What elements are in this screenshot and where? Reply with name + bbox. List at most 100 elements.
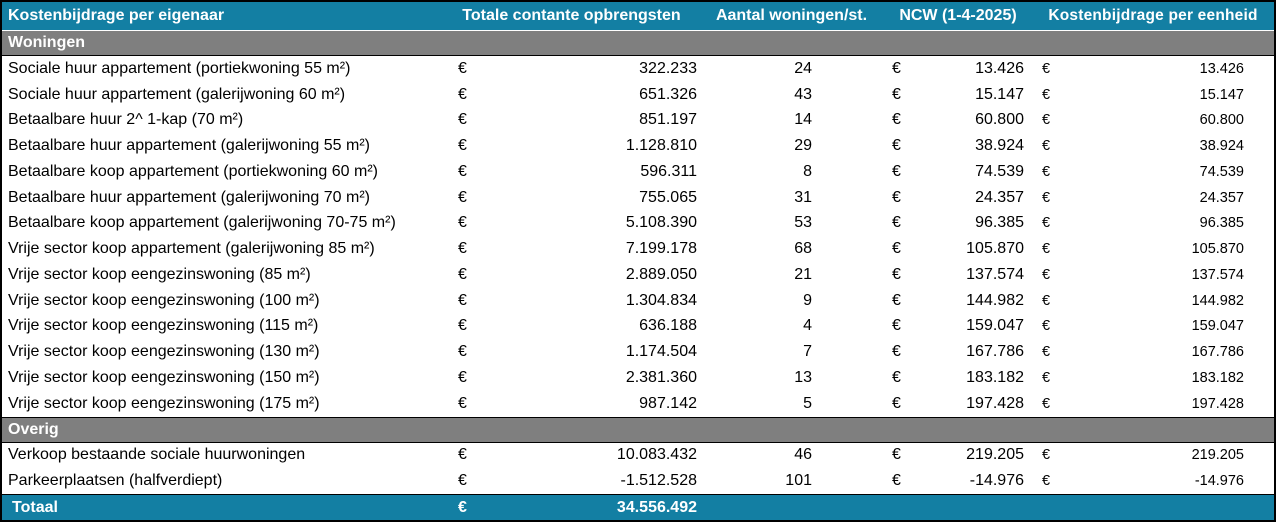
cell-aantal-woningen: 29 [794,137,812,155]
euro-sign: € [892,446,901,464]
row-label: Vrije sector koop appartement (galerijwo… [8,240,375,258]
cell-ncw: € -14.976 [884,472,1032,490]
amount-ncw: 74.539 [975,162,1024,180]
cell-totale-contante-opbrengsten: €2.381.360 [444,369,699,387]
table-body: Woningen Sociale huur appartement (portie… [2,30,1274,494]
header-ncw: NCW (1-4-2025) [899,7,1017,24]
total-label: Totaal [12,498,58,516]
header-aantal-woningen: Aantal woningen/st. [715,7,868,24]
row-label: Vrije sector koop eengezinswoning (130 m… [8,343,320,361]
section-label: Woningen [8,34,86,51]
amount-ncw: 15.147 [975,85,1024,103]
cell-aantal-woningen: 21 [794,265,812,283]
amount-opbrengsten: 651.326 [639,85,697,103]
table-row: Betaalbare huur appartement (galerijwoni… [2,133,1274,159]
cell-aantal-woningen: 68 [794,240,812,258]
cell-aantal-woningen: 43 [794,85,812,103]
euro-sign: € [1042,112,1051,129]
euro-sign: € [1042,266,1051,283]
cell-totale-contante-opbrengsten: €322.233 [444,60,699,78]
row-label: Betaalbare koop appartement (portiekwoni… [8,162,378,180]
cell-totale-contante-opbrengsten: €5.108.390 [444,214,699,232]
row-label: Betaalbare huur appartement (galerijwoni… [8,188,370,206]
cell-totale-contante-opbrengsten: €10.083.432 [444,446,699,464]
total-amount-cell: € 34.556.492 [444,499,699,517]
euro-sign: € [892,317,901,335]
cell-kostenbijdrage-per-eenheid: €74.539 [1032,164,1274,180]
cell-totale-contante-opbrengsten: €651.326 [444,86,699,104]
amount-per-eenheid: 144.982 [1191,292,1244,309]
cell-ncw: €38.924 [884,137,1032,155]
euro-sign: € [1042,318,1051,335]
amount-per-eenheid: 96.385 [1199,215,1244,232]
amount-ncw: 219.205 [966,446,1024,464]
amount-per-eenheid: 38.924 [1199,138,1244,155]
amount-per-eenheid: 197.428 [1191,395,1244,412]
amount-opbrengsten: 987.142 [639,394,697,412]
amount-ncw: 144.982 [966,291,1024,309]
header-kostenbijdrage-per-eenheid: Kostenbijdrage per eenheid [1048,7,1258,24]
total-row: Totaal € 34.556.492 [2,494,1274,520]
cell-totale-contante-opbrengsten: €1.128.810 [444,137,699,155]
cell-ncw: €24.357 [884,189,1032,207]
amount-ncw: 167.786 [966,343,1024,361]
amount-per-eenheid: 167.786 [1191,344,1244,361]
amount-opbrengsten: 596.311 [640,162,697,180]
cell-ncw: €74.539 [884,163,1032,181]
cell-kostenbijdrage-per-eenheid: €137.574 [1032,267,1274,283]
cell-ncw: €159.047 [884,317,1032,335]
amount-ncw: -14.976 [969,472,1024,490]
table-row: Verkoop bestaande sociale huurwoningen €1… [2,442,1274,469]
amount-ncw: 24.357 [975,188,1024,206]
cell-ncw: €144.982 [884,292,1032,310]
cell-totale-contante-opbrengsten: €755.065 [444,189,699,207]
euro-sign: € [458,111,467,129]
euro-sign: € [458,446,467,464]
euro-sign: € [1042,241,1051,258]
cell-aantal-woningen: 46 [794,446,812,464]
cell-aantal-woningen: 14 [794,111,812,129]
cell-ncw: €60.800 [884,111,1032,129]
euro-sign: € [1042,369,1051,386]
euro-sign: € [458,214,467,232]
row-label: Vrije sector koop eengezinswoning (85 m²… [8,265,311,283]
cell-ncw: €167.786 [884,343,1032,361]
amount-per-eenheid: 60.800 [1199,112,1244,129]
cell-kostenbijdrage-per-eenheid: €144.982 [1032,293,1274,309]
section-label: Overig [8,420,59,438]
table-header-row: Kostenbijdrage per eigenaar Totale conta… [2,2,1274,30]
euro-sign: € [458,317,467,335]
header-totale-contante-opbrengsten: Totale contante opbrengsten [462,7,681,24]
table-row: Vrije sector koop eengezinswoning (150 m… [2,365,1274,391]
euro-sign: € [892,111,901,129]
euro-sign: € [458,394,467,412]
cell-kostenbijdrage-per-eenheid: €15.147 [1032,87,1274,103]
euro-sign: € [458,368,467,386]
euro-sign: € [1042,215,1051,232]
amount-opbrengsten: 1.174.504 [625,343,697,361]
table-row: Betaalbare koop appartement (galerijwoni… [2,210,1274,237]
amount-per-eenheid: 15.147 [1199,86,1244,103]
cell-totale-contante-opbrengsten: € -1.512.528 [444,472,699,490]
row-label: Verkoop bestaande sociale huurwoningen [8,446,306,464]
table-row: Vrije sector koop appartement (galerijwo… [2,236,1274,262]
table-row: Vrije sector koop eengezinswoning (85 m²… [2,262,1274,288]
amount-opbrengsten: 1.304.834 [625,291,697,309]
amount-per-eenheid: 183.182 [1191,369,1244,386]
amount-ncw: 38.924 [975,137,1024,155]
cell-aantal-woningen: 53 [794,214,812,232]
amount-opbrengsten: 2.889.050 [625,265,697,283]
row-label: Betaalbare huur 2^ 1-kap (70 m²) [8,111,244,129]
amount-opbrengsten: 7.199.178 [625,240,697,258]
euro-sign: € [892,162,901,180]
cell-totale-contante-opbrengsten: €1.304.834 [444,292,699,310]
euro-sign: € [892,214,901,232]
euro-sign: € [1042,395,1051,412]
cell-kostenbijdrage-per-eenheid: €167.786 [1032,344,1274,360]
euro-sign: € [1042,292,1051,309]
header-kostenbijdrage-per-eigenaar: Kostenbijdrage per eigenaar [8,7,225,24]
cell-kostenbijdrage-per-eenheid: €38.924 [1032,138,1274,154]
table-row: Betaalbare koop appartement (portiekwoni… [2,159,1274,185]
cell-kostenbijdrage-per-eenheid: €105.870 [1032,241,1274,257]
